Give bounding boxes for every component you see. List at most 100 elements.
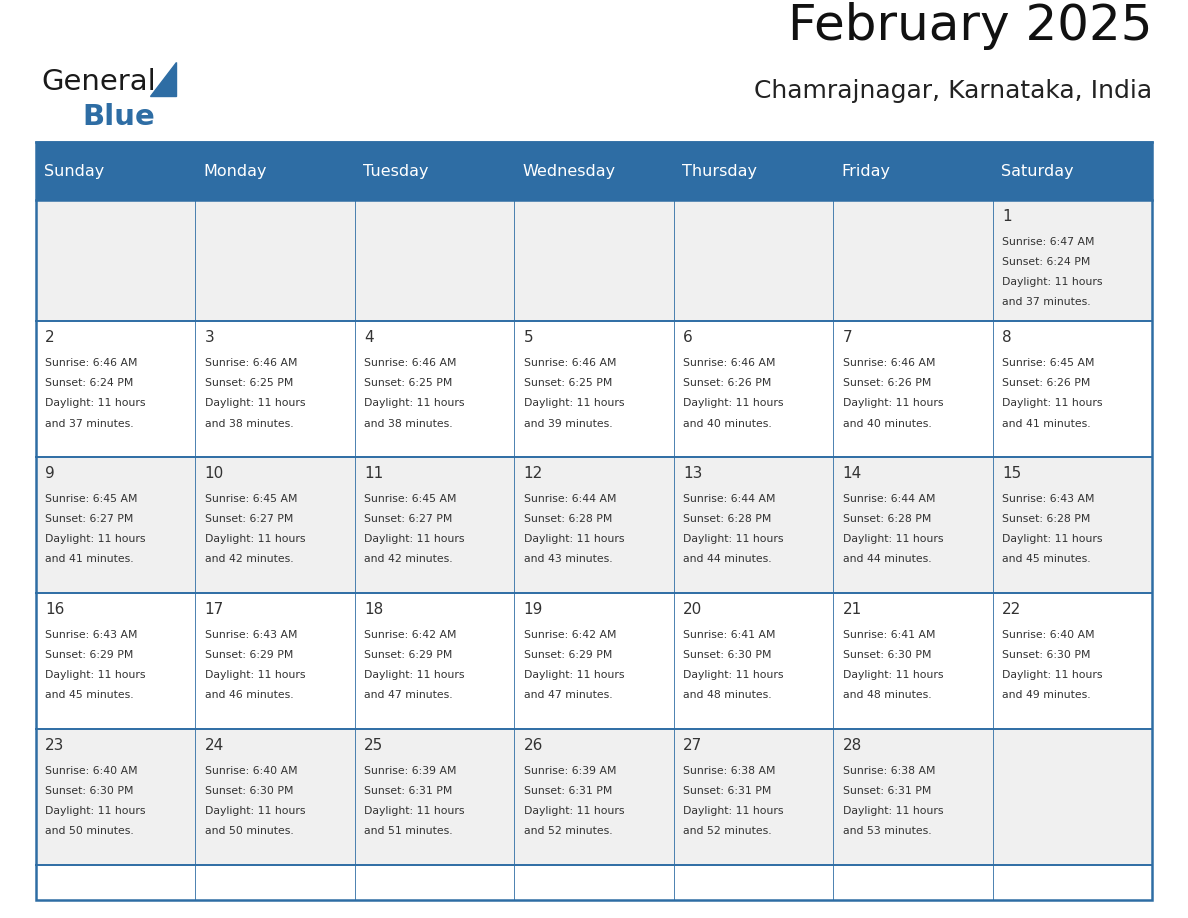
Text: Sunrise: 6:45 AM: Sunrise: 6:45 AM xyxy=(204,494,297,504)
Text: Sunset: 6:29 PM: Sunset: 6:29 PM xyxy=(45,650,133,660)
Text: 12: 12 xyxy=(524,466,543,481)
Text: Sunset: 6:27 PM: Sunset: 6:27 PM xyxy=(204,514,293,524)
Text: and 42 minutes.: and 42 minutes. xyxy=(204,554,293,565)
Text: and 50 minutes.: and 50 minutes. xyxy=(204,826,293,836)
Text: Sunrise: 6:46 AM: Sunrise: 6:46 AM xyxy=(204,358,297,368)
Text: 23: 23 xyxy=(45,738,64,753)
Text: Sunrise: 6:42 AM: Sunrise: 6:42 AM xyxy=(524,630,617,640)
Text: Sunrise: 6:40 AM: Sunrise: 6:40 AM xyxy=(45,766,138,776)
Bar xyxy=(36,200,1152,321)
Text: Daylight: 11 hours: Daylight: 11 hours xyxy=(1003,534,1102,544)
Text: Sunset: 6:30 PM: Sunset: 6:30 PM xyxy=(1003,650,1091,660)
Text: Daylight: 11 hours: Daylight: 11 hours xyxy=(45,806,146,816)
Bar xyxy=(36,142,1152,200)
Text: Sunset: 6:29 PM: Sunset: 6:29 PM xyxy=(204,650,293,660)
Text: Sunset: 6:26 PM: Sunset: 6:26 PM xyxy=(683,378,772,388)
Text: and 45 minutes.: and 45 minutes. xyxy=(1003,554,1091,565)
Text: and 40 minutes.: and 40 minutes. xyxy=(842,419,931,429)
Text: and 46 minutes.: and 46 minutes. xyxy=(204,690,293,700)
Text: Sunrise: 6:44 AM: Sunrise: 6:44 AM xyxy=(842,494,935,504)
Text: Daylight: 11 hours: Daylight: 11 hours xyxy=(842,534,943,544)
Text: 1: 1 xyxy=(1003,209,1012,224)
Text: Sunset: 6:27 PM: Sunset: 6:27 PM xyxy=(365,514,453,524)
Bar xyxy=(36,593,1152,729)
Text: Daylight: 11 hours: Daylight: 11 hours xyxy=(524,398,624,409)
Text: Daylight: 11 hours: Daylight: 11 hours xyxy=(45,534,146,544)
Text: Daylight: 11 hours: Daylight: 11 hours xyxy=(524,806,624,816)
Text: 9: 9 xyxy=(45,466,55,481)
Text: Sunrise: 6:38 AM: Sunrise: 6:38 AM xyxy=(842,766,935,776)
Text: Daylight: 11 hours: Daylight: 11 hours xyxy=(45,670,146,680)
Text: Sunday: Sunday xyxy=(44,163,105,179)
Text: and 43 minutes.: and 43 minutes. xyxy=(524,554,612,565)
Text: 3: 3 xyxy=(204,330,214,345)
Text: Sunrise: 6:46 AM: Sunrise: 6:46 AM xyxy=(524,358,617,368)
Text: Sunrise: 6:43 AM: Sunrise: 6:43 AM xyxy=(204,630,297,640)
Text: and 37 minutes.: and 37 minutes. xyxy=(45,419,134,429)
Text: Daylight: 11 hours: Daylight: 11 hours xyxy=(204,534,305,544)
Text: Sunrise: 6:41 AM: Sunrise: 6:41 AM xyxy=(683,630,776,640)
Text: Daylight: 11 hours: Daylight: 11 hours xyxy=(842,670,943,680)
Text: Sunset: 6:24 PM: Sunset: 6:24 PM xyxy=(45,378,133,388)
Bar xyxy=(36,729,1152,865)
Text: Daylight: 11 hours: Daylight: 11 hours xyxy=(204,806,305,816)
Text: 13: 13 xyxy=(683,466,702,481)
Text: Sunrise: 6:39 AM: Sunrise: 6:39 AM xyxy=(524,766,617,776)
Text: 21: 21 xyxy=(842,602,862,617)
Text: Sunset: 6:31 PM: Sunset: 6:31 PM xyxy=(842,786,931,796)
Text: Sunrise: 6:39 AM: Sunrise: 6:39 AM xyxy=(365,766,456,776)
Text: 4: 4 xyxy=(365,330,374,345)
Text: and 50 minutes.: and 50 minutes. xyxy=(45,826,134,836)
Text: Sunset: 6:25 PM: Sunset: 6:25 PM xyxy=(524,378,612,388)
Bar xyxy=(36,142,1152,900)
Text: Tuesday: Tuesday xyxy=(364,163,429,179)
Text: and 37 minutes.: and 37 minutes. xyxy=(1003,297,1091,308)
Text: Sunset: 6:26 PM: Sunset: 6:26 PM xyxy=(842,378,931,388)
Text: Sunrise: 6:43 AM: Sunrise: 6:43 AM xyxy=(1003,494,1095,504)
Text: Daylight: 11 hours: Daylight: 11 hours xyxy=(683,670,784,680)
Text: 6: 6 xyxy=(683,330,693,345)
Text: Saturday: Saturday xyxy=(1001,163,1074,179)
Text: 5: 5 xyxy=(524,330,533,345)
Text: 2: 2 xyxy=(45,330,55,345)
Text: 18: 18 xyxy=(365,602,384,617)
Text: Daylight: 11 hours: Daylight: 11 hours xyxy=(204,398,305,409)
Text: Daylight: 11 hours: Daylight: 11 hours xyxy=(842,806,943,816)
Text: Sunrise: 6:41 AM: Sunrise: 6:41 AM xyxy=(842,630,935,640)
Text: and 48 minutes.: and 48 minutes. xyxy=(842,690,931,700)
Text: 27: 27 xyxy=(683,738,702,753)
Text: 11: 11 xyxy=(365,466,384,481)
Bar xyxy=(36,457,1152,593)
Text: 20: 20 xyxy=(683,602,702,617)
Text: Sunset: 6:31 PM: Sunset: 6:31 PM xyxy=(683,786,772,796)
Text: Sunset: 6:30 PM: Sunset: 6:30 PM xyxy=(842,650,931,660)
Text: Daylight: 11 hours: Daylight: 11 hours xyxy=(1003,670,1102,680)
Text: Daylight: 11 hours: Daylight: 11 hours xyxy=(1003,398,1102,409)
Text: 16: 16 xyxy=(45,602,64,617)
Text: and 51 minutes.: and 51 minutes. xyxy=(365,826,453,836)
Text: and 41 minutes.: and 41 minutes. xyxy=(45,554,134,565)
Text: and 52 minutes.: and 52 minutes. xyxy=(524,826,612,836)
Text: and 42 minutes.: and 42 minutes. xyxy=(365,554,453,565)
Text: Daylight: 11 hours: Daylight: 11 hours xyxy=(365,534,465,544)
Text: Sunset: 6:28 PM: Sunset: 6:28 PM xyxy=(1003,514,1091,524)
Text: Sunrise: 6:46 AM: Sunrise: 6:46 AM xyxy=(45,358,138,368)
Text: Blue: Blue xyxy=(82,103,154,131)
Text: and 44 minutes.: and 44 minutes. xyxy=(683,554,772,565)
Text: 24: 24 xyxy=(204,738,223,753)
Text: Sunrise: 6:45 AM: Sunrise: 6:45 AM xyxy=(45,494,138,504)
Text: and 41 minutes.: and 41 minutes. xyxy=(1003,419,1091,429)
Text: and 39 minutes.: and 39 minutes. xyxy=(524,419,612,429)
Text: Daylight: 11 hours: Daylight: 11 hours xyxy=(365,670,465,680)
Text: Sunset: 6:30 PM: Sunset: 6:30 PM xyxy=(683,650,772,660)
Text: Daylight: 11 hours: Daylight: 11 hours xyxy=(524,534,624,544)
Text: and 49 minutes.: and 49 minutes. xyxy=(1003,690,1091,700)
Text: 28: 28 xyxy=(842,738,862,753)
Text: 14: 14 xyxy=(842,466,862,481)
Text: and 38 minutes.: and 38 minutes. xyxy=(365,419,453,429)
Polygon shape xyxy=(150,62,176,96)
Text: Daylight: 11 hours: Daylight: 11 hours xyxy=(1003,277,1102,287)
Text: Sunset: 6:29 PM: Sunset: 6:29 PM xyxy=(524,650,612,660)
Text: 7: 7 xyxy=(842,330,853,345)
Text: and 47 minutes.: and 47 minutes. xyxy=(365,690,453,700)
